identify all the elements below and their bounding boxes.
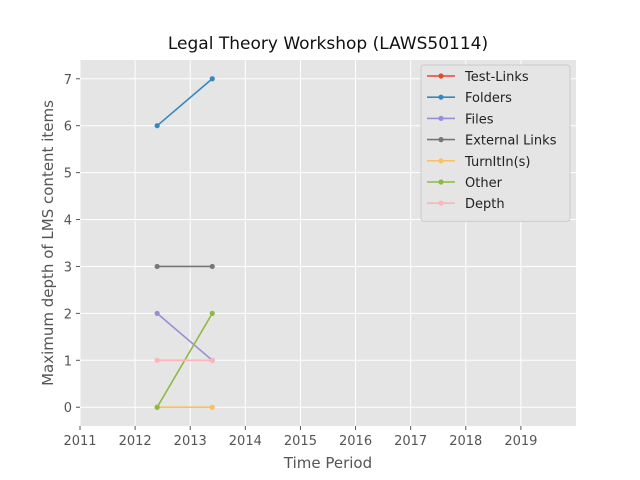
x-tick-label: 2011 <box>63 434 96 449</box>
data-point-other <box>209 310 215 316</box>
x-tick-label: 2013 <box>174 434 207 449</box>
data-point-files <box>154 310 160 316</box>
y-axis-label: Maximum depth of LMS content items <box>39 100 57 386</box>
x-tick-label: 2015 <box>284 434 317 449</box>
legend-marker-files <box>438 115 444 121</box>
y-tick-label: 7 <box>64 73 72 88</box>
x-tick-label: 2017 <box>394 434 427 449</box>
y-tick-label: 6 <box>64 120 72 135</box>
chart-title: Legal Theory Workshop (LAWS50114) <box>168 34 488 54</box>
data-point-turnitin-s <box>209 404 215 410</box>
series-depth <box>154 357 215 363</box>
y-tick-label: 1 <box>64 354 72 369</box>
y-axis: 0 1 2 3 4 5 6 7 <box>64 73 80 416</box>
legend-marker-turnitin-s <box>438 158 444 164</box>
legend-label-turnitin-s: TurnItIn(s) <box>464 155 530 170</box>
data-point-other <box>154 404 160 410</box>
data-point-depth <box>209 357 215 363</box>
data-point-depth <box>154 357 160 363</box>
x-axis: 2011 2012 2013 2014 2015 2016 2017 2018 2019 <box>63 426 537 449</box>
x-tick-label: 2019 <box>504 434 537 449</box>
legend-label-external-links: External Links <box>465 134 557 149</box>
series-layer <box>154 76 215 410</box>
series-folders <box>154 76 215 129</box>
y-tick-label: 3 <box>64 260 72 275</box>
x-tick-label: 2018 <box>449 434 482 449</box>
legend-marker-other <box>438 179 444 185</box>
legend-label-other: Other <box>465 176 503 191</box>
y-tick-label: 4 <box>64 214 72 229</box>
data-point-folders <box>209 76 215 82</box>
data-point-folders <box>154 123 160 129</box>
series-line-files <box>156 312 213 361</box>
y-tick-label: 2 <box>64 307 72 322</box>
data-point-external-links <box>154 263 160 270</box>
x-tick-label: 2016 <box>339 434 372 449</box>
legend-marker-external-links <box>438 137 444 143</box>
series-external-links <box>154 263 215 270</box>
x-axis-label: Time Period <box>283 454 372 472</box>
y-tick-label: 0 <box>64 401 72 416</box>
legend-marker-folders <box>438 94 444 100</box>
y-tick-label: 5 <box>64 167 72 182</box>
legend-marker-depth <box>438 200 444 206</box>
legend: Test-Links Folders Files External Links Turn… <box>420 64 571 222</box>
data-point-external-links <box>209 263 215 270</box>
legend-marker-test-links <box>438 73 444 79</box>
legend-box <box>420 64 571 222</box>
legend-label-depth: Depth <box>465 197 505 212</box>
x-tick-label: 2014 <box>229 434 262 449</box>
legend-label-files: Files <box>465 112 494 127</box>
legend-label-test-links: Test-Links <box>464 70 529 85</box>
series-line-folders <box>156 78 213 127</box>
x-tick-label: 2012 <box>119 434 152 449</box>
legend-label-folders: Folders <box>465 91 512 106</box>
